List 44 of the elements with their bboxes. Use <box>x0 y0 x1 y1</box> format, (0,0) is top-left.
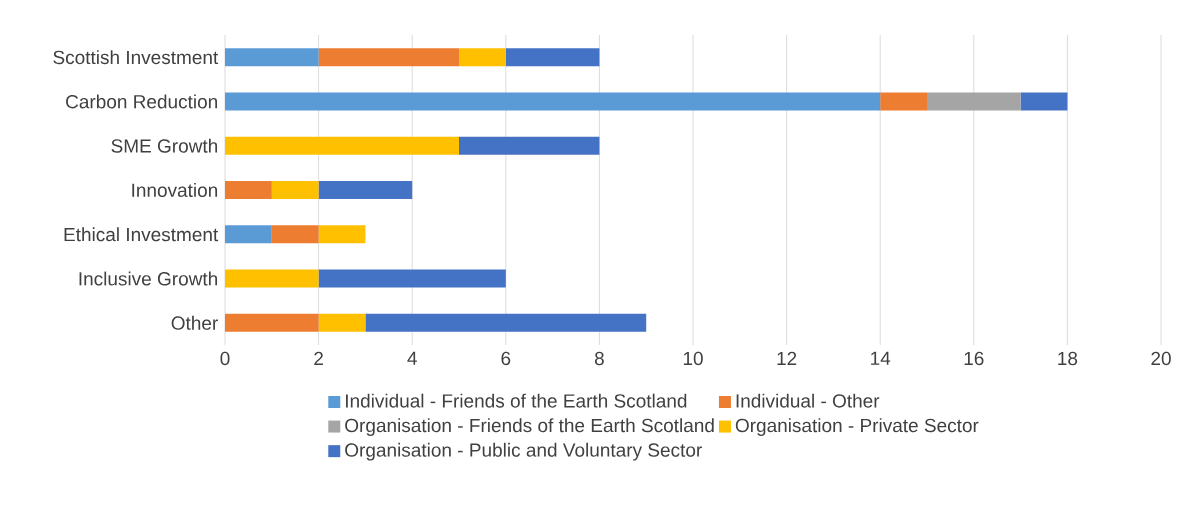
bar <box>318 269 506 288</box>
bar <box>505 48 600 67</box>
bar <box>459 48 506 67</box>
x-tick-label: 20 <box>1151 351 1171 366</box>
x-tick-label: 8 <box>594 351 604 366</box>
y-tick-label: SME Growth <box>111 138 218 153</box>
x-tick-label: 4 <box>407 351 417 365</box>
x-tick-label: 18 <box>1058 351 1078 366</box>
bar <box>318 181 413 200</box>
x-tick-label: 14 <box>871 351 891 365</box>
x-tick-label: 12 <box>777 351 797 365</box>
bar <box>225 313 319 332</box>
legend-label: Organisation - Friends of the Earth Scotland <box>345 418 714 436</box>
y-tick-label: Innovation <box>132 183 218 197</box>
bar <box>318 225 366 244</box>
x-tick-label: 10 <box>683 351 703 366</box>
x-tick-label: 16 <box>964 351 984 366</box>
bar <box>225 269 319 288</box>
bar <box>880 92 928 111</box>
bar <box>1020 92 1068 111</box>
bar <box>225 225 272 244</box>
x-tick-label: 2 <box>314 351 323 365</box>
bar <box>225 181 272 200</box>
bar <box>318 313 366 332</box>
bar <box>318 48 459 67</box>
y-tick-label: Carbon Reduction <box>66 94 217 109</box>
y-tick-label: Scottish Investment <box>53 50 219 65</box>
bar <box>225 136 459 155</box>
bar <box>271 225 319 244</box>
legend-label: Organisation - Private Sector <box>735 418 979 436</box>
legend-label: Organisation - Public and Voluntary Sector <box>345 442 702 461</box>
bar <box>365 313 647 332</box>
legend-label: Individual - Other <box>736 393 880 408</box>
bar <box>225 92 881 111</box>
y-tick-label: Ethical Investment <box>64 227 219 242</box>
x-tick-label: 0 <box>220 351 230 366</box>
bar <box>271 181 319 200</box>
bar <box>225 48 319 67</box>
y-tick-label: Other <box>171 315 218 330</box>
legend-label: Individual - Friends of the Earth Scotland <box>346 393 687 408</box>
x-tick-label: 6 <box>501 351 511 366</box>
y-tick-label: Inclusive Growth <box>79 271 218 286</box>
bar <box>927 92 1021 111</box>
bar <box>459 136 600 155</box>
